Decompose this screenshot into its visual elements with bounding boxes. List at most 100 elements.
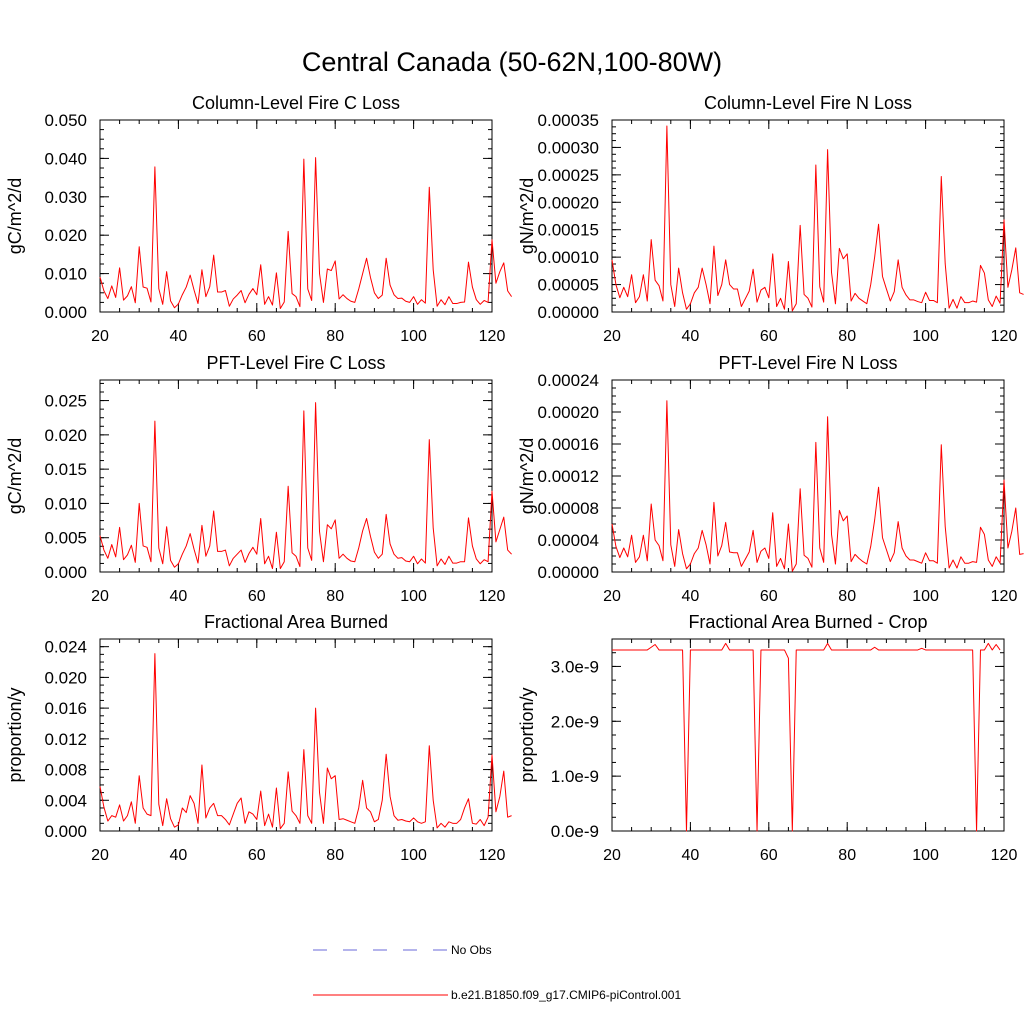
panel-column-level-fire-n-loss: 20 40 60 80 100 120 0.00000 0.00005 0.00010 0.000…	[517, 93, 1024, 345]
p4-y-tick-label: 0.012	[44, 730, 87, 749]
p0-panel-title: Column-Level Fire C Loss	[192, 93, 400, 113]
p3-panel-title: PFT-Level Fire N Loss	[718, 353, 897, 373]
p1-x-tick-label: 120	[991, 328, 1018, 345]
p5-x-tick-label: 120	[991, 847, 1018, 864]
p4-y-tick-label: 0.016	[44, 699, 87, 718]
panel-column-level-fire-c-loss: 20 40 60 80 100 120 0.000 0.010 0.020 0.030 0.040 0…	[5, 93, 513, 345]
p2-series-line	[99, 402, 512, 570]
legend-label-model: b.e21.B1850.f09_g17.CMIP6-piControl.001	[451, 988, 681, 1002]
p1-y-axis-label: gN/m^2/d	[517, 178, 537, 254]
p1-y-tick-label: 0.00000	[538, 303, 599, 322]
p2-y-tick-label: 0.000	[44, 563, 87, 582]
p2-y-tick-label: 0.015	[44, 460, 87, 479]
p0-y-tick-label: 0.020	[44, 226, 87, 245]
p3-x-tick-label: 100	[912, 588, 939, 605]
p4-x-tick-label: 60	[248, 847, 266, 864]
p0-y-tick-label: 0.050	[44, 111, 87, 130]
p4-y-tick-label: 0.008	[44, 761, 87, 780]
p4-y-axis-label: proportion/y	[5, 687, 25, 782]
p4-y-tick-label: 0.024	[44, 638, 87, 657]
p3-x-tick-label: 80	[838, 588, 856, 605]
p5-y-tick-label: 2.0e-9	[551, 712, 599, 731]
p4-y-tick-label: 0.000	[44, 822, 87, 841]
p1-y-tick-label: 0.00010	[538, 248, 599, 267]
p5-x-tick-label: 60	[760, 847, 778, 864]
p4-panel-title: Fractional Area Burned	[204, 612, 388, 632]
p5-series-line	[612, 642, 1001, 832]
p2-y-tick-label: 0.010	[44, 494, 87, 513]
p2-y-tick-label: 0.025	[44, 392, 87, 411]
p0-x-tick-label: 20	[91, 328, 109, 345]
p2-y-tick-label: 0.020	[44, 426, 87, 445]
p4-x-tick-label: 120	[479, 847, 506, 864]
p5-panel-title: Fractional Area Burned - Crop	[688, 612, 927, 632]
p2-y-tick-label: 0.005	[44, 529, 87, 548]
p3-y-tick-label: 0.00004	[538, 531, 599, 550]
p0-x-tick-label: 120	[479, 328, 506, 345]
p4-x-tick-label: 20	[91, 847, 109, 864]
p1-series-line	[611, 125, 1024, 312]
p2-x-tick-label: 120	[479, 588, 506, 605]
legend: No Obs b.e21.B1850.f09_g17.CMIP6-piContr…	[313, 943, 681, 1002]
p5-x-tick-label: 100	[912, 847, 939, 864]
p1-x-tick-label: 40	[682, 328, 700, 345]
p0-x-tick-label: 40	[170, 328, 188, 345]
p0-y-tick-label: 0.010	[44, 265, 87, 284]
p5-x-tick-label: 80	[838, 847, 856, 864]
p0-x-tick-label: 100	[400, 328, 427, 345]
p4-series-line	[99, 653, 512, 830]
p2-y-axis-label: gC/m^2/d	[5, 438, 25, 514]
panel-fractional-area-burned: 20 40 60 80 100 120 0.000 0.004 0.008 0.012 0.016 0…	[5, 612, 512, 864]
p5-y-tick-label: 0.0e-9	[551, 822, 599, 841]
p3-x-tick-label: 120	[991, 588, 1018, 605]
p1-x-tick-label: 60	[760, 328, 778, 345]
p3-y-tick-label: 0.00008	[538, 499, 599, 518]
p1-x-tick-label: 20	[603, 328, 621, 345]
p0-y-tick-label: 0.000	[44, 303, 87, 322]
p3-x-tick-label: 20	[603, 588, 621, 605]
p2-x-tick-label: 40	[170, 588, 188, 605]
p4-x-tick-label: 80	[326, 847, 344, 864]
p3-y-tick-label: 0.00012	[538, 467, 599, 486]
p1-y-tick-label: 0.00030	[538, 138, 599, 157]
p2-x-tick-label: 60	[248, 588, 266, 605]
p2-x-tick-label: 20	[91, 588, 109, 605]
p5-y-tick-label: 1.0e-9	[551, 767, 599, 786]
p3-series-line	[611, 400, 1024, 572]
p3-x-tick-label: 40	[682, 588, 700, 605]
p1-y-tick-label: 0.00005	[538, 276, 599, 295]
p0-y-axis-label: gC/m^2/d	[5, 178, 25, 254]
p4-x-tick-label: 40	[170, 847, 188, 864]
p3-x-tick-label: 60	[760, 588, 778, 605]
p3-y-tick-label: 0.00016	[538, 435, 599, 454]
panel-pft-level-fire-c-loss: 20 40 60 80 100 120 0.000 0.005 0.010 0.015 0.020 0…	[5, 353, 512, 605]
p1-y-tick-label: 0.00020	[538, 193, 599, 212]
p0-series-line	[99, 157, 513, 310]
p2-panel-title: PFT-Level Fire C Loss	[206, 353, 385, 373]
panel-pft-level-fire-n-loss: 20 40 60 80 100 120 0.00000 0.00004 0.00008 0.000…	[517, 353, 1024, 605]
p3-y-tick-label: 0.00024	[538, 371, 599, 390]
p5-x-tick-label: 40	[682, 847, 700, 864]
p5-x-tick-label: 20	[603, 847, 621, 864]
p0-x-tick-label: 60	[248, 328, 266, 345]
panel-fractional-area-burned-crop: 20 40 60 80 100 120 0.0e-9 1.0e-9 2.0e-9 3.0e-9 Fr…	[517, 612, 1017, 864]
p0-y-tick-label: 0.030	[44, 188, 87, 207]
p5-plot-frame	[611, 638, 1005, 832]
p3-y-tick-label: 0.00020	[538, 403, 599, 422]
p0-x-tick-label: 80	[326, 328, 344, 345]
legend-label-no-obs: No Obs	[451, 943, 492, 957]
p1-y-tick-label: 0.00015	[538, 221, 599, 240]
p5-y-axis-label: proportion/y	[517, 687, 537, 782]
p1-x-tick-label: 80	[838, 328, 856, 345]
p4-y-tick-label: 0.004	[44, 791, 87, 810]
p3-y-axis-label: gN/m^2/d	[517, 438, 537, 514]
p0-y-tick-label: 0.040	[44, 149, 87, 168]
p2-x-tick-label: 100	[400, 588, 427, 605]
p1-y-tick-label: 0.00025	[538, 166, 599, 185]
p4-x-tick-label: 100	[400, 847, 427, 864]
p1-x-tick-label: 100	[912, 328, 939, 345]
p5-y-tick-label: 3.0e-9	[551, 657, 599, 676]
p4-y-tick-label: 0.020	[44, 668, 87, 687]
p2-x-tick-label: 80	[326, 588, 344, 605]
